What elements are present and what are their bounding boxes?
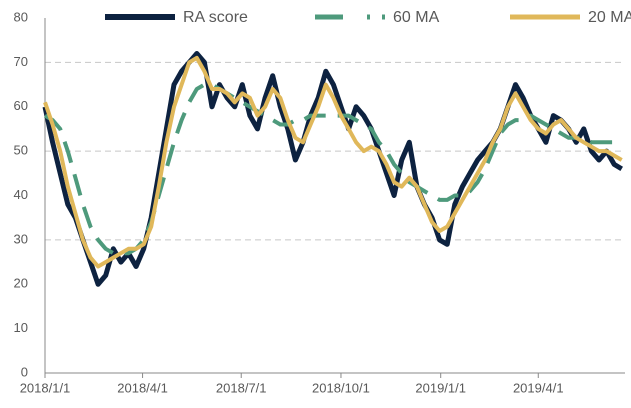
y-tick-label: 10 <box>14 320 28 335</box>
y-tick-label: 50 <box>14 143 28 158</box>
series-line <box>43 55 623 269</box>
y-tick-label: 40 <box>14 187 28 202</box>
series-line <box>43 82 623 256</box>
legend-label: 20 MA <box>588 9 631 26</box>
y-tick-label: 80 <box>14 9 28 24</box>
x-tick-label: 2018/10/1 <box>312 380 370 395</box>
y-tick-label: 20 <box>14 276 28 291</box>
y-tick-label: 70 <box>14 54 28 69</box>
y-tick-label: 0 <box>21 364 28 379</box>
x-tick-label: 2019/4/1 <box>513 380 564 395</box>
x-tick-label: 2019/1/1 <box>415 380 466 395</box>
legend: RA score 60 MA 20 MA <box>95 4 631 30</box>
y-tick-label: 60 <box>14 98 28 113</box>
x-tick-label: 2018/7/1 <box>216 380 267 395</box>
legend-label: RA score <box>183 9 248 26</box>
x-tick-label: 2018/1/1 <box>20 380 71 395</box>
y-tick-label: 30 <box>14 231 28 246</box>
x-tick-label: 2018/4/1 <box>117 380 168 395</box>
legend-label: 60 MA <box>393 9 440 26</box>
series-line <box>42 51 623 287</box>
